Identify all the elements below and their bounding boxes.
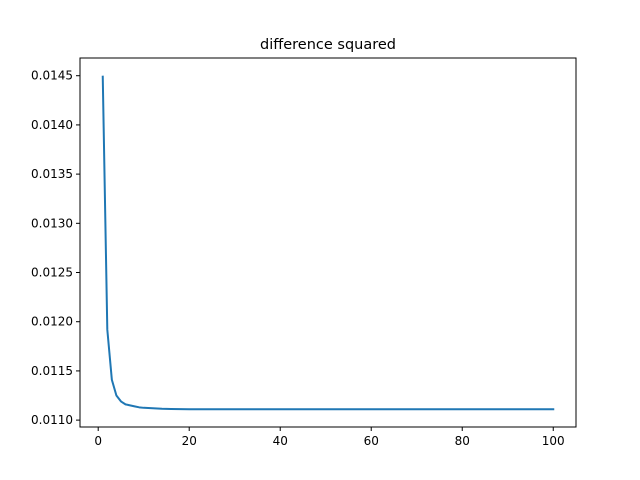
y-tick-label-3: 0.0125 [31,266,73,280]
x-tick-label-2: 40 [273,434,288,448]
series-line-0 [101,75,555,411]
axes-frame [79,57,577,428]
y-tick-label-6: 0.0140 [31,118,73,132]
y-tick-label-2: 0.0120 [31,315,73,329]
y-tick-label-5: 0.0135 [31,167,73,181]
chart-title: difference squared [260,37,396,53]
x-tick-label-3: 60 [364,434,379,448]
x-tick-label-1: 20 [182,434,197,448]
plot-area [101,75,555,411]
y-tick-label-7: 0.0145 [31,69,73,83]
x-tick-label-5: 100 [542,434,565,448]
x-tick-label-4: 80 [455,434,470,448]
y-tick-label-4: 0.0130 [31,216,73,230]
y-tick-label-0: 0.0110 [31,413,73,427]
y-tick-label-1: 0.0115 [31,364,73,378]
x-tick-label-0: 0 [94,434,102,448]
axes: 0 20 40 60 80 100 0.0110 0.0115 0.0120 0.0125 0.01… [31,57,577,448]
